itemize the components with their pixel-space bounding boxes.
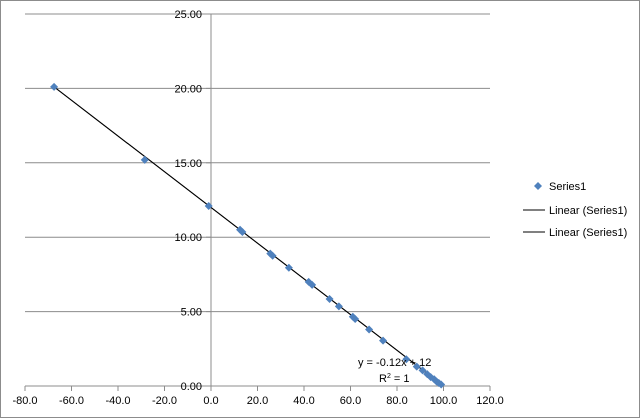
legend-label-series1: Series1	[549, 181, 586, 193]
y-tick-label-2: 10.00	[174, 232, 202, 244]
y-tick-label-4: 20.00	[174, 83, 202, 95]
legend-item-linear-1: Linear (Series1)	[523, 205, 627, 217]
x-tick-label-6: 40.0	[293, 395, 314, 407]
legend-label-linear-1: Linear (Series1)	[549, 205, 627, 217]
trendlines	[53, 86, 442, 385]
trendline-1	[53, 86, 442, 385]
x-tick-labels: -80.0 -60.0 -40.0 -20.0 0.0 20.0 40.0 60.0 80.0 1…	[12, 395, 503, 407]
x-tick-label-9: 100.0	[430, 395, 458, 407]
x-tick-label-7: 60.0	[340, 395, 361, 407]
data-point	[437, 380, 446, 389]
data-points	[50, 82, 446, 389]
legend: Series1 Linear (Series1) Linear (Series1…	[523, 181, 627, 239]
data-point	[238, 227, 247, 236]
data-point	[204, 201, 213, 210]
y-tick-labels: 0.00 5.00 10.00 15.00 20.00 25.00	[174, 9, 202, 393]
y-tick-label-3: 15.00	[174, 158, 202, 170]
data-point	[308, 280, 317, 289]
data-point	[402, 355, 411, 364]
data-point	[412, 362, 421, 371]
data-point	[418, 366, 427, 375]
r-squared-superscript: 2	[387, 373, 391, 380]
x-tick-label-0: -80.0	[12, 395, 37, 407]
data-point	[351, 315, 360, 324]
r-squared-label: R2 = 1	[379, 373, 410, 385]
x-tick-label-10: 120.0	[476, 395, 504, 407]
legend-label-linear-2: Linear (Series1)	[549, 227, 627, 239]
data-point	[379, 336, 388, 345]
trendline-annotation: y = -0.12x + 12 R2 = 1	[358, 357, 431, 385]
data-point	[334, 302, 343, 311]
gridlines	[25, 13, 490, 313]
data-point	[365, 325, 374, 334]
legend-item-linear-2: Linear (Series1)	[523, 227, 627, 239]
legend-diamond-marker	[534, 182, 542, 190]
r-squared-r: R	[379, 373, 387, 385]
axes	[24, 13, 491, 391]
x-tick-label-3: -20.0	[152, 395, 177, 407]
x-tick-label-4: 0.0	[203, 395, 218, 407]
data-point	[325, 294, 334, 303]
x-tick-label-1: -60.0	[59, 395, 84, 407]
x-tick-label-5: 20.0	[247, 395, 268, 407]
data-point	[268, 251, 277, 260]
x-tick-label-8: 80.0	[386, 395, 407, 407]
y-tick-label-1: 5.00	[181, 307, 202, 319]
data-point	[140, 155, 149, 164]
equation-label: y = -0.12x + 12	[358, 357, 431, 369]
r-squared-value: = 1	[391, 373, 410, 385]
data-point	[284, 263, 293, 272]
data-point	[50, 82, 59, 91]
y-tick-label-5: 25.00	[174, 9, 202, 21]
legend-item-series1: Series1	[534, 181, 586, 193]
y-tick-label-0: 0.00	[181, 381, 202, 393]
x-tick-label-2: -40.0	[105, 395, 130, 407]
